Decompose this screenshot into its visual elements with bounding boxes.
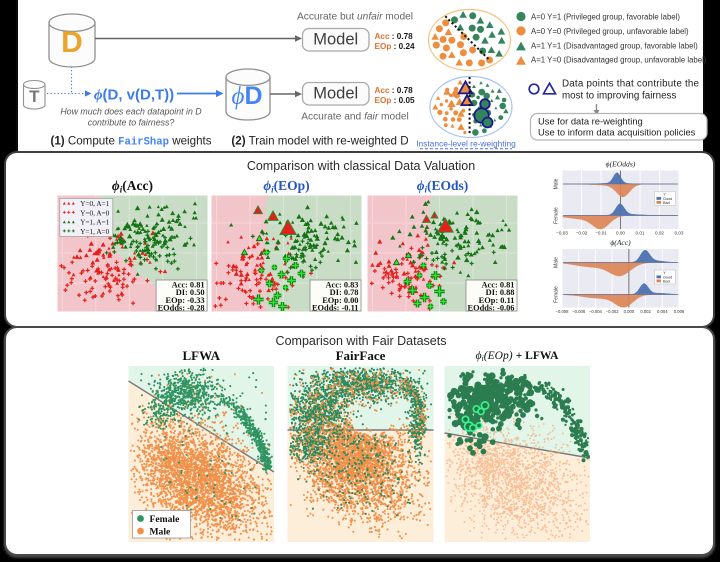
svg-text:−0.008: −0.008 <box>556 309 570 314</box>
svg-text:−0.01: −0.01 <box>595 231 607 236</box>
svg-text:EOdds: -0.11: EOdds: -0.11 <box>312 303 359 312</box>
svg-text:−0.02: −0.02 <box>576 231 588 236</box>
svg-text:0.02: 0.02 <box>655 231 664 236</box>
svg-text:Bad: Bad <box>663 279 670 283</box>
svg-text:Acc: 0.81: Acc: 0.81 <box>481 281 514 290</box>
svg-text:Accurate but unfair model: Accurate but unfair model <box>297 12 413 23</box>
svg-text:ϕi(Acc): ϕi(Acc) <box>112 178 153 195</box>
svg-text:Model: Model <box>313 85 358 103</box>
svg-text:EOdds: -0.06: EOdds: -0.06 <box>467 303 514 312</box>
svg-text:A=1 Y=1 (Disadvantaged group,: A=1 Y=1 (Disadvantaged group, favorable … <box>531 41 698 50</box>
svg-text:D: D <box>61 26 83 59</box>
svg-text:EOp: 0.11: EOp: 0.11 <box>479 296 515 305</box>
svg-text:A=0 Y=0 (Privileged group, un: A=0 Y=0 (Privileged group, unfavorable l… <box>531 27 689 36</box>
svg-text:(2) Train model with re-weight: (2) Train model with re-weighted D <box>231 135 408 148</box>
svg-text:Instance-level re-weighting: Instance-level re-weighting <box>416 139 516 149</box>
svg-text:Accurate and fair model: Accurate and fair model <box>301 112 409 123</box>
svg-text:FairFace: FairFace <box>336 348 386 363</box>
svg-text:0.004: 0.004 <box>657 309 668 314</box>
svg-text:Bad: Bad <box>663 201 670 205</box>
svg-text:Comparison with classical Data: Comparison with classical Data Valuation <box>247 159 475 173</box>
svg-text:Use for data re-weighting: Use for data re-weighting <box>538 116 643 127</box>
svg-text:Y: Y <box>663 193 666 197</box>
svg-text:ϕi(EOp): ϕi(EOp) <box>263 178 309 195</box>
svg-text:Acc: 0.81: Acc: 0.81 <box>172 281 205 290</box>
svg-text:Female: Female <box>150 514 181 525</box>
svg-text:ϕ(D, v(D,T)): ϕ(D, v(D,T)) <box>94 87 174 104</box>
svg-text:DI: 0.88: DI: 0.88 <box>486 288 515 297</box>
svg-text:most to improving fairness: most to improving fairness <box>562 91 676 102</box>
svg-text:EOdds: -0.28: EOdds: -0.28 <box>158 303 205 312</box>
svg-text:Y=1, A=0: Y=1, A=0 <box>80 228 109 236</box>
svg-text:Good: Good <box>663 275 672 279</box>
svg-text:0.002: 0.002 <box>640 309 651 314</box>
svg-text:ϕi(EOds): ϕi(EOds) <box>417 178 469 195</box>
svg-text:ϕD: ϕD <box>231 82 262 110</box>
svg-text:ϕ(EOdds): ϕ(EOdds) <box>606 160 636 169</box>
svg-text:Use to inform data acquisition: Use to inform data acquisition policies <box>538 127 696 138</box>
svg-text:0.006: 0.006 <box>674 309 685 314</box>
svg-text:0.01: 0.01 <box>636 231 645 236</box>
svg-text:Y: Y <box>663 271 666 275</box>
svg-text:Y=0, A=0: Y=0, A=0 <box>80 209 109 217</box>
svg-text:Y=1, A=1: Y=1, A=1 <box>80 219 109 227</box>
svg-text:Female: Female <box>554 207 560 224</box>
svg-text:Female: Female <box>554 286 560 303</box>
svg-text:DI: 0.50: DI: 0.50 <box>176 288 205 297</box>
svg-text:How much does each datapoint i: How much does each datapoint in D <box>60 107 202 117</box>
svg-text:0.03: 0.03 <box>675 231 684 236</box>
svg-text:T: T <box>29 87 40 106</box>
svg-text:LFWA: LFWA <box>183 348 221 363</box>
svg-text:Y=0, A=1: Y=0, A=1 <box>80 200 109 208</box>
svg-text:ϕ(Acc): ϕ(Acc) <box>610 238 631 247</box>
svg-text:Model: Model <box>313 31 358 49</box>
svg-text:EOp : 0.05: EOp : 0.05 <box>375 96 415 105</box>
svg-text:Data points that contribute th: Data points that contribute the <box>562 79 700 90</box>
svg-text:−0.03: −0.03 <box>556 231 568 236</box>
svg-text:Good: Good <box>663 197 672 201</box>
svg-text:Acc: 0.83: Acc: 0.83 <box>325 281 358 290</box>
svg-text:Male: Male <box>554 178 560 189</box>
svg-text:0.00: 0.00 <box>616 231 625 236</box>
svg-text:A=0 Y=1 (Privileged group, fa: A=0 Y=1 (Privileged group, favorable lab… <box>531 13 680 22</box>
svg-text:Acc : 0.78: Acc : 0.78 <box>375 32 414 41</box>
svg-text:0.000: 0.000 <box>624 309 635 314</box>
svg-text:EOp: -0.33: EOp: -0.33 <box>166 296 205 305</box>
svg-text:Comparison with Fair Datasets: Comparison with Fair Datasets <box>276 334 447 348</box>
svg-text:−0.004: −0.004 <box>589 309 603 314</box>
svg-text:−0.002: −0.002 <box>606 309 620 314</box>
svg-text:DI: 0.78: DI: 0.78 <box>330 288 359 297</box>
svg-text:A=1 Y=0 (Disadvantaged group,: A=1 Y=0 (Disadvantaged group, unfavorabl… <box>531 56 707 65</box>
svg-text:Male: Male <box>554 257 560 268</box>
svg-text:Male: Male <box>150 527 172 538</box>
svg-text:contribute to fairness?: contribute to fairness? <box>88 118 175 128</box>
svg-text:(1) Compute FairShap weights: (1) Compute FairShap weights <box>50 135 211 149</box>
svg-text:−0.006: −0.006 <box>572 309 586 314</box>
svg-text:Acc : 0.78: Acc : 0.78 <box>375 86 414 95</box>
svg-text:EOp: 0.00: EOp: 0.00 <box>322 296 358 305</box>
svg-text:EOp : 0.24: EOp : 0.24 <box>375 42 415 51</box>
svg-text:ϕi(EOp) + LFWA: ϕi(EOp) + LFWA <box>476 350 559 363</box>
